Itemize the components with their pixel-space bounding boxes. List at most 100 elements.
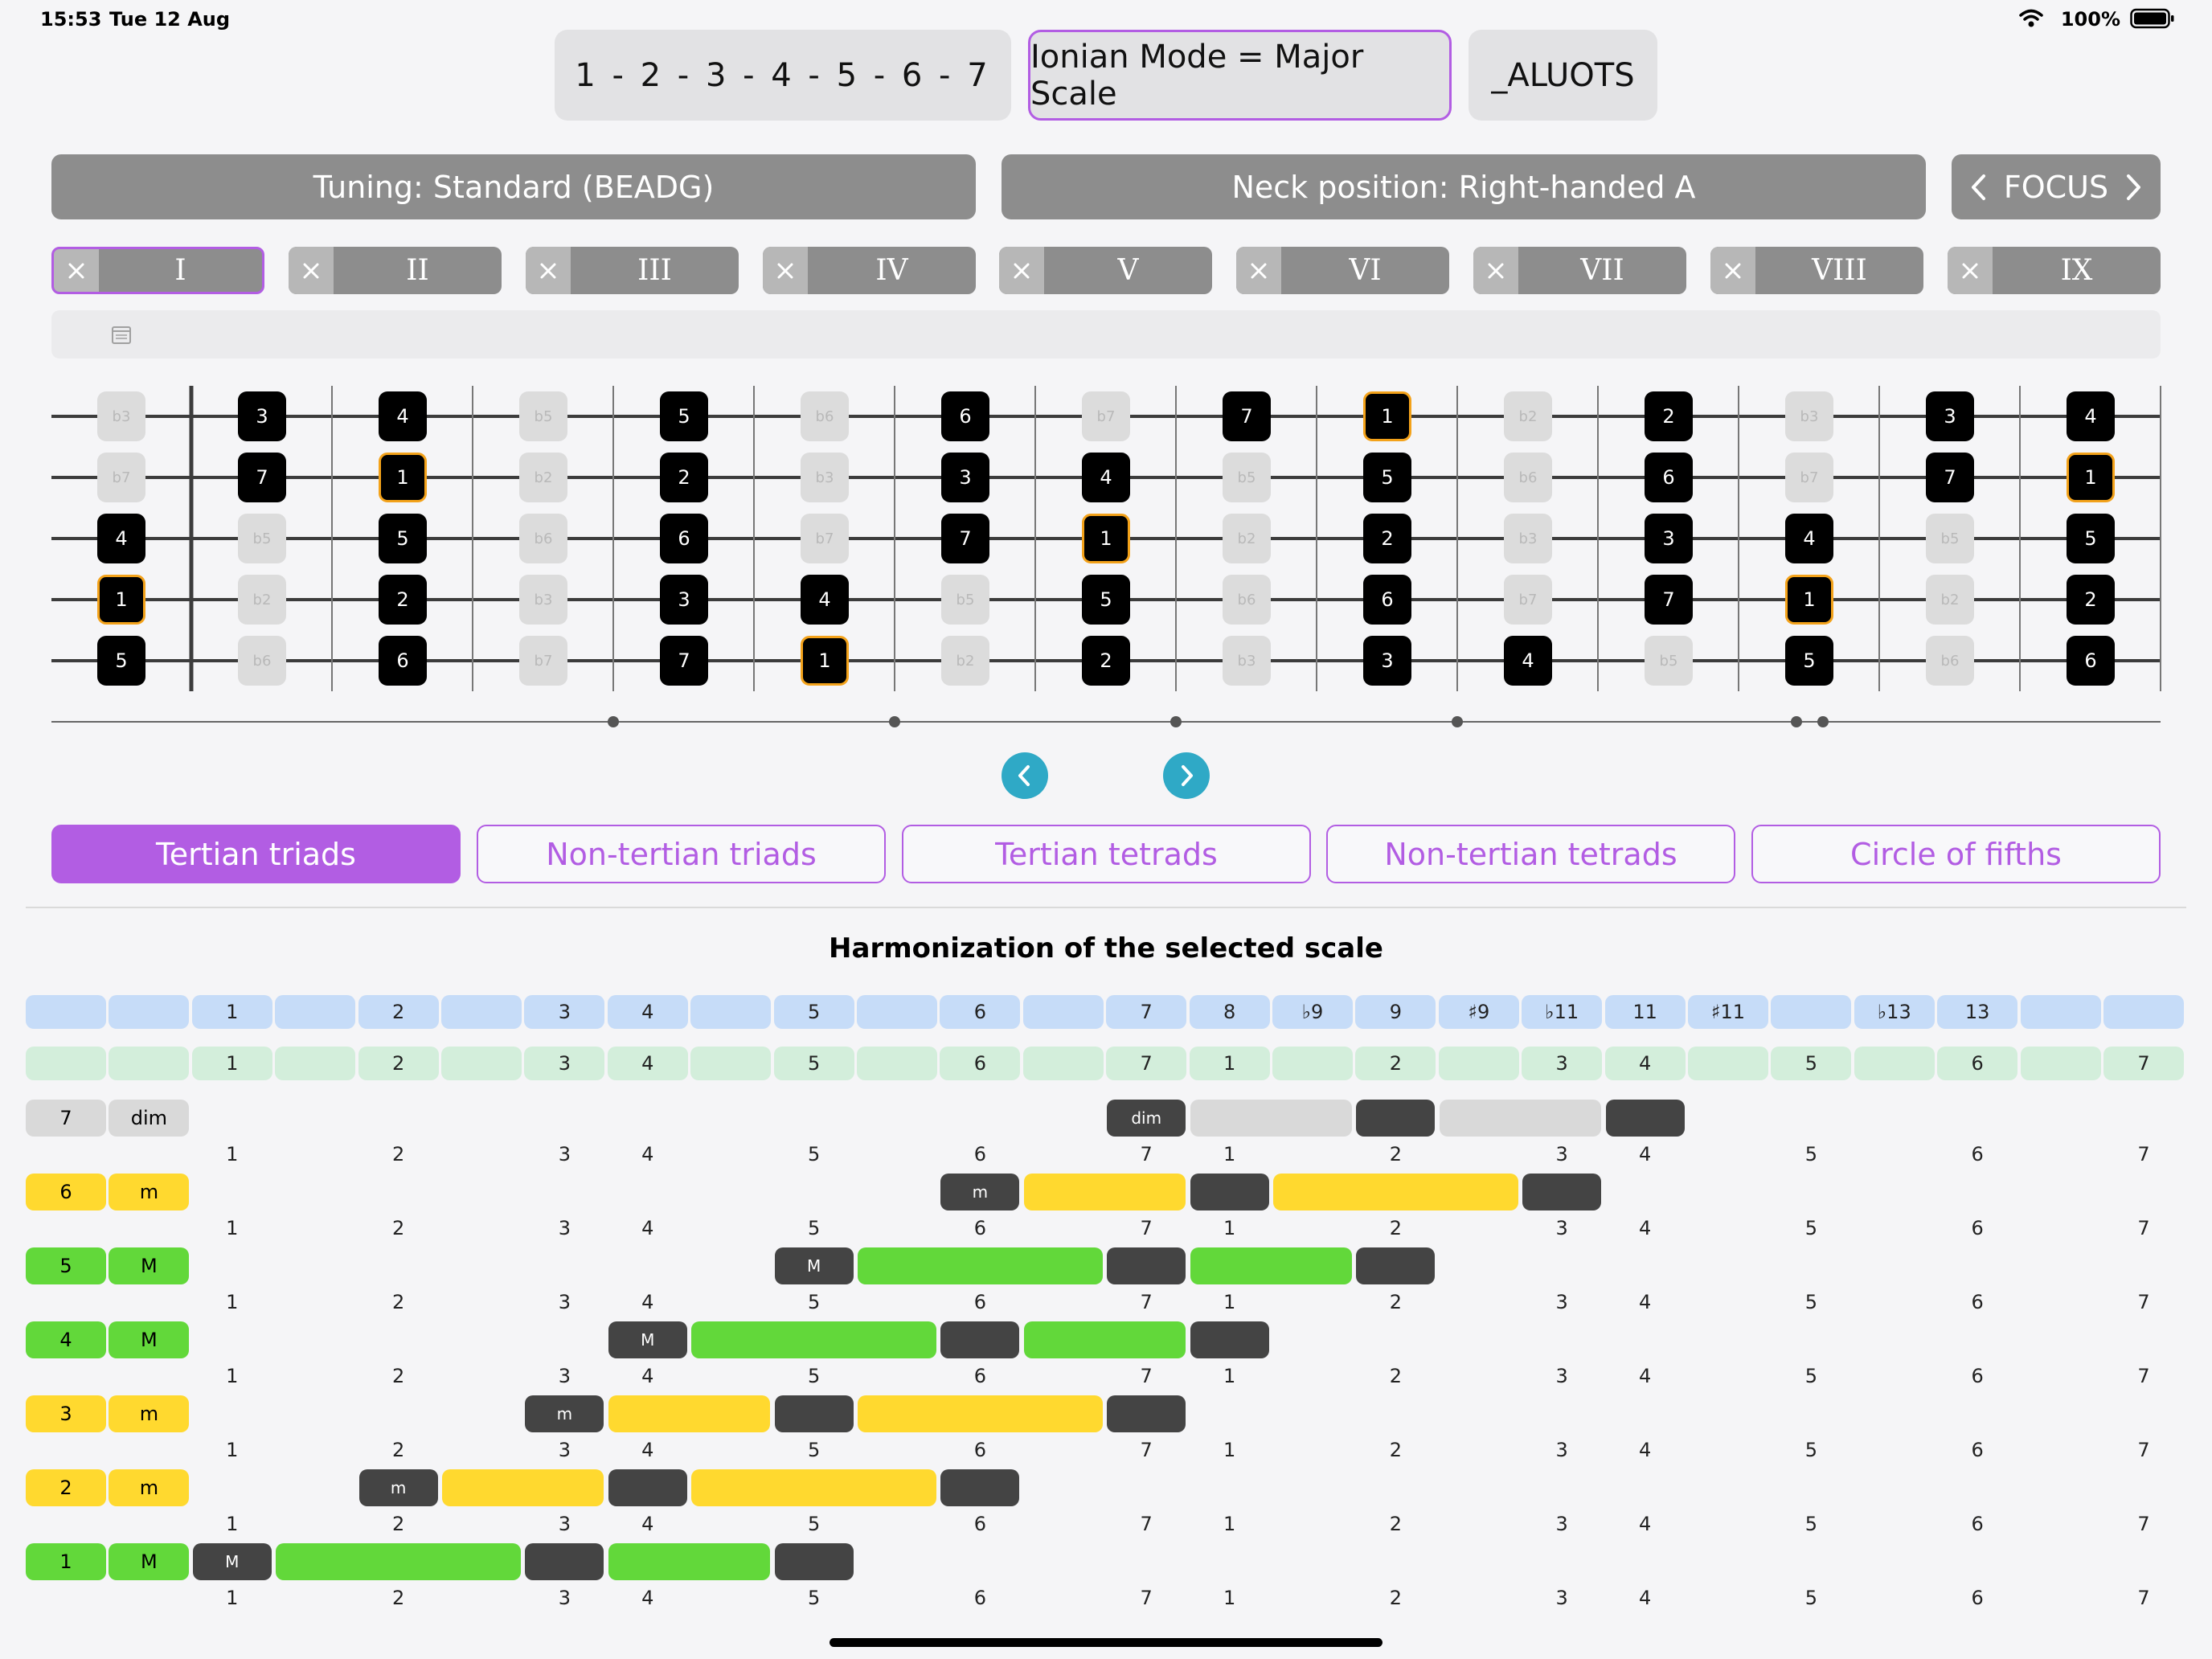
position-button-3[interactable]: III: [526, 247, 739, 294]
scale-note[interactable]: 4: [801, 575, 849, 625]
close-icon[interactable]: [54, 249, 99, 292]
scale-note[interactable]: 3: [238, 391, 286, 441]
non-scale-note[interactable]: b3: [1504, 514, 1552, 563]
neck-position-button[interactable]: Neck position: Right-handed A: [1002, 154, 1926, 219]
non-scale-note[interactable]: b2: [238, 575, 286, 625]
scale-note[interactable]: 4: [1082, 453, 1130, 502]
scale-note[interactable]: 7: [1926, 453, 1974, 502]
position-button-1[interactable]: I: [51, 247, 264, 294]
non-scale-note[interactable]: b3: [519, 575, 567, 625]
scale-note[interactable]: 6: [941, 391, 989, 441]
non-scale-note[interactable]: b2: [1223, 514, 1271, 563]
non-scale-note[interactable]: b5: [1223, 453, 1271, 502]
scale-note[interactable]: 3: [1645, 514, 1693, 563]
non-scale-note[interactable]: b5: [941, 575, 989, 625]
non-scale-note[interactable]: b2: [519, 453, 567, 502]
non-scale-note[interactable]: b7: [1785, 453, 1833, 502]
non-scale-note[interactable]: b7: [97, 453, 145, 502]
next-position-button[interactable]: [1163, 752, 1210, 799]
position-button-6[interactable]: VI: [1236, 247, 1449, 294]
scale-note[interactable]: 4: [1785, 514, 1833, 563]
non-scale-note[interactable]: b3: [97, 391, 145, 441]
non-scale-note[interactable]: b6: [1223, 575, 1271, 625]
non-scale-note[interactable]: b3: [801, 453, 849, 502]
close-icon[interactable]: [999, 247, 1044, 294]
previous-position-button[interactable]: [1002, 752, 1048, 799]
close-icon[interactable]: [1710, 247, 1755, 294]
scale-note[interactable]: 4: [97, 514, 145, 563]
chevron-right-icon[interactable]: [2124, 174, 2143, 201]
close-icon[interactable]: [1236, 247, 1281, 294]
home-indicator[interactable]: [830, 1638, 1382, 1647]
non-scale-note[interactable]: b5: [519, 391, 567, 441]
non-scale-note[interactable]: b2: [941, 636, 989, 686]
non-scale-note[interactable]: b3: [1223, 636, 1271, 686]
non-scale-note[interactable]: b5: [1645, 636, 1693, 686]
scale-note[interactable]: 7: [941, 514, 989, 563]
root-note[interactable]: 1: [1785, 575, 1833, 625]
root-note[interactable]: 1: [2067, 453, 2115, 502]
scale-note[interactable]: 2: [1645, 391, 1693, 441]
mode-button[interactable]: Ionian Mode = Major Scale: [1028, 30, 1452, 121]
close-icon[interactable]: [526, 247, 571, 294]
non-scale-note[interactable]: b7: [801, 514, 849, 563]
non-scale-note[interactable]: b7: [519, 636, 567, 686]
position-button-8[interactable]: VIII: [1710, 247, 1923, 294]
scale-note[interactable]: 2: [660, 453, 708, 502]
root-note[interactable]: 1: [1363, 391, 1411, 441]
scale-note[interactable]: 4: [1504, 636, 1552, 686]
scale-note[interactable]: 2: [379, 575, 427, 625]
scale-note[interactable]: 2: [1082, 636, 1130, 686]
scale-note[interactable]: 5: [379, 514, 427, 563]
scale-note[interactable]: 6: [379, 636, 427, 686]
non-scale-note[interactable]: b6: [1504, 453, 1552, 502]
close-icon[interactable]: [289, 247, 334, 294]
chevron-left-icon[interactable]: [1969, 174, 1989, 201]
position-button-2[interactable]: II: [289, 247, 502, 294]
tab-tertian-triads[interactable]: Tertian triads: [51, 825, 461, 883]
position-button-9[interactable]: IX: [1948, 247, 2161, 294]
intervals-button[interactable]: 1 - 2 - 3 - 4 - 5 - 6 - 7: [555, 30, 1011, 121]
scale-note[interactable]: 2: [2067, 575, 2115, 625]
close-icon[interactable]: [1948, 247, 1993, 294]
non-scale-note[interactable]: b7: [1082, 391, 1130, 441]
notes-icon[interactable]: [111, 325, 132, 346]
position-button-7[interactable]: VII: [1473, 247, 1686, 294]
position-button-5[interactable]: V: [999, 247, 1212, 294]
non-scale-note[interactable]: b6: [1926, 636, 1974, 686]
scale-note[interactable]: 7: [660, 636, 708, 686]
tab-tertian-tetrads[interactable]: Tertian tetrads: [902, 825, 1311, 883]
scale-note[interactable]: 5: [97, 636, 145, 686]
scale-note[interactable]: 2: [1363, 514, 1411, 563]
scale-note[interactable]: 5: [1082, 575, 1130, 625]
root-note[interactable]: 1: [801, 636, 849, 686]
scale-note[interactable]: 5: [660, 391, 708, 441]
scale-note[interactable]: 5: [1785, 636, 1833, 686]
non-scale-note[interactable]: b7: [1504, 575, 1552, 625]
root-note[interactable]: 1: [1082, 514, 1130, 563]
non-scale-note[interactable]: b2: [1926, 575, 1974, 625]
scale-note[interactable]: 6: [2067, 636, 2115, 686]
non-scale-note[interactable]: b6: [519, 514, 567, 563]
scale-note[interactable]: 7: [1645, 575, 1693, 625]
scale-note[interactable]: 4: [2067, 391, 2115, 441]
tab-non-tertian-tetrads[interactable]: Non-tertian tetrads: [1326, 825, 1735, 883]
non-scale-note[interactable]: b2: [1504, 391, 1552, 441]
scale-note[interactable]: 4: [379, 391, 427, 441]
non-scale-note[interactable]: b5: [238, 514, 286, 563]
scale-note[interactable]: 7: [238, 453, 286, 502]
aluots-button[interactable]: _ALUOTS: [1469, 30, 1657, 121]
tab-non-tertian-triads[interactable]: Non-tertian triads: [477, 825, 886, 883]
scale-note[interactable]: 6: [1363, 575, 1411, 625]
scale-note[interactable]: 3: [1363, 636, 1411, 686]
scale-note[interactable]: 6: [660, 514, 708, 563]
close-icon[interactable]: [763, 247, 808, 294]
position-button-4[interactable]: IV: [763, 247, 976, 294]
scale-note[interactable]: 6: [1645, 453, 1693, 502]
non-scale-note[interactable]: b6: [238, 636, 286, 686]
scale-note[interactable]: 5: [1363, 453, 1411, 502]
scale-note[interactable]: 7: [1223, 391, 1271, 441]
scale-note[interactable]: 5: [2067, 514, 2115, 563]
root-note[interactable]: 1: [379, 453, 427, 502]
root-note[interactable]: 1: [97, 575, 145, 625]
